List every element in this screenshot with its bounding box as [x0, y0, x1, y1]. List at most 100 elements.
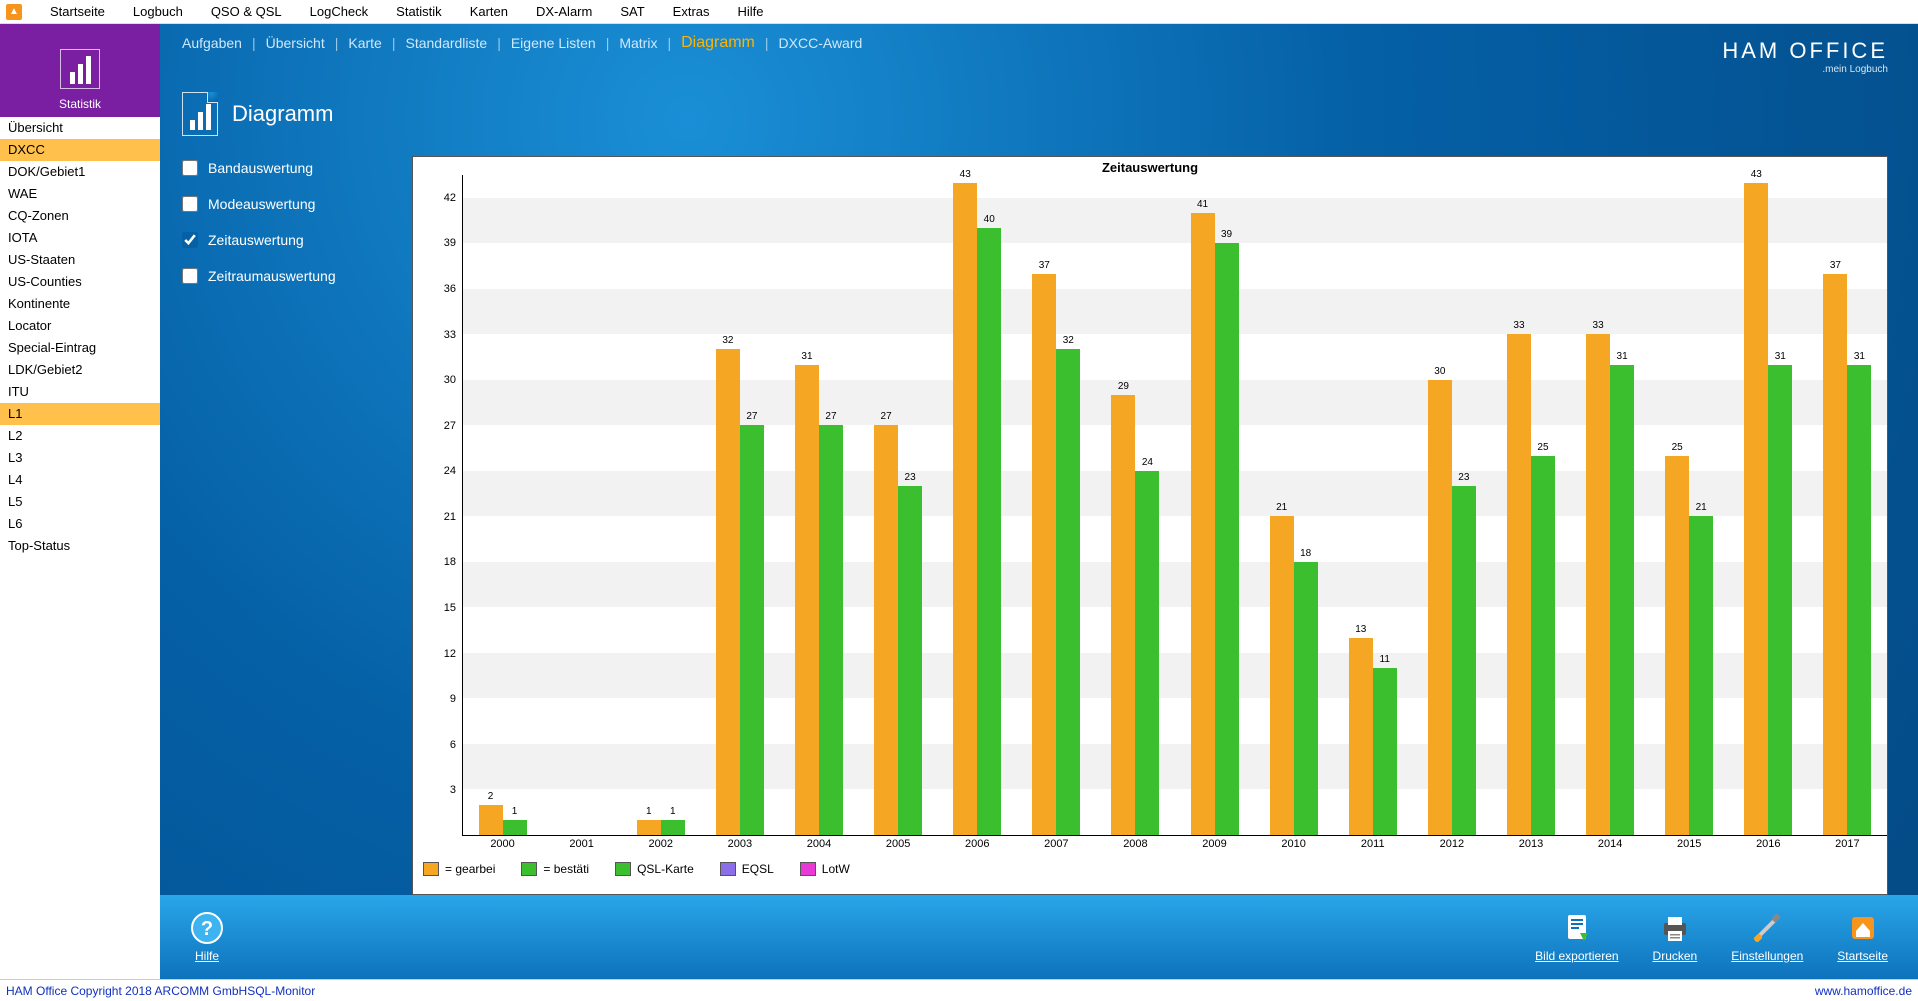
sidebar-item[interactable]: L3	[0, 447, 160, 469]
sidebar-item[interactable]: ITU	[0, 381, 160, 403]
chart-bar[interactable]: 37	[1823, 274, 1847, 835]
toolbar-button-home[interactable]: Startseite	[1837, 911, 1888, 963]
menu-item[interactable]: Karten	[470, 4, 508, 19]
chart-bar[interactable]: 1	[503, 820, 527, 835]
chart-bar[interactable]: 31	[1847, 365, 1871, 835]
sidebar-item[interactable]: DXCC	[0, 139, 160, 161]
chart-bar[interactable]: 25	[1665, 456, 1689, 835]
sidebar-item[interactable]: LDK/Gebiet2	[0, 359, 160, 381]
sidebar-item[interactable]: L5	[0, 491, 160, 513]
menu-item[interactable]: QSO & QSL	[211, 4, 282, 19]
toolbar-button-export[interactable]: Bild exportieren	[1535, 911, 1618, 963]
chart-bar[interactable]: 32	[1056, 349, 1080, 835]
tabs: Aufgaben|Übersicht|Karte|Standardliste|E…	[160, 24, 1918, 52]
filter-option[interactable]: Bandauswertung	[182, 160, 382, 176]
chart-bar[interactable]: 24	[1135, 471, 1159, 835]
toolbar-button-settings[interactable]: Einstellungen	[1731, 911, 1803, 963]
chart-bar[interactable]: 2	[479, 805, 503, 835]
chart-bar[interactable]: 41	[1191, 213, 1215, 835]
menu-item[interactable]: SAT	[620, 4, 644, 19]
tab[interactable]: Standardliste	[405, 35, 487, 51]
statusbar: HAM Office Copyright 2018 ARCOMM GmbHSQL…	[0, 979, 1918, 1001]
chart-title: Zeitauswertung	[413, 157, 1887, 175]
chart-bar[interactable]: 27	[874, 425, 898, 835]
chart-bar[interactable]: 31	[795, 365, 819, 835]
chart-bar[interactable]: 31	[1768, 365, 1792, 835]
tab[interactable]: Karte	[348, 35, 381, 51]
sidebar-item[interactable]: Locator	[0, 315, 160, 337]
chart-bar[interactable]: 29	[1111, 395, 1135, 835]
tab[interactable]: Diagramm	[681, 34, 755, 52]
sidebar-item[interactable]: Top-Status	[0, 535, 160, 557]
chart-bar[interactable]: 43	[1744, 183, 1768, 835]
bar-group: 3227	[700, 175, 779, 835]
chart-bar[interactable]: 27	[740, 425, 764, 835]
page-title: Diagramm	[160, 52, 1918, 156]
filter-checkbox[interactable]	[182, 268, 198, 284]
sidebar-item[interactable]: Übersicht	[0, 117, 160, 139]
chart-bar[interactable]: 21	[1689, 516, 1713, 835]
filter-option[interactable]: Zeitraumauswertung	[182, 268, 382, 284]
sidebar-item[interactable]: L4	[0, 469, 160, 491]
tab[interactable]: Übersicht	[266, 35, 325, 51]
status-link[interactable]: www.hamoffice.de	[1815, 984, 1912, 998]
chart-bar[interactable]: 18	[1294, 562, 1318, 835]
bar-group: 4331	[1729, 175, 1808, 835]
filter-checkbox[interactable]	[182, 232, 198, 248]
brand-title: HAM OFFICE	[1722, 38, 1888, 64]
chart-bar[interactable]: 1	[637, 820, 661, 835]
sidebar-item[interactable]: Kontinente	[0, 293, 160, 315]
sidebar-item[interactable]: DOK/Gebiet1	[0, 161, 160, 183]
tab[interactable]: DXCC-Award	[779, 35, 863, 51]
chart-bar[interactable]: 21	[1270, 516, 1294, 835]
toolbar-button-print[interactable]: Drucken	[1653, 911, 1698, 963]
menu-item[interactable]: Extras	[673, 4, 710, 19]
filter-checkbox[interactable]	[182, 196, 198, 212]
chart-bar[interactable]: 43	[953, 183, 977, 835]
menu-item[interactable]: Logbuch	[133, 4, 183, 19]
x-axis-label: 2003	[700, 836, 779, 858]
filter-checkbox[interactable]	[182, 160, 198, 176]
print-icon	[1658, 911, 1692, 945]
bar-chart-icon	[182, 92, 218, 136]
sidebar-item[interactable]: L2	[0, 425, 160, 447]
sidebar-item[interactable]: CQ-Zonen	[0, 205, 160, 227]
chart-bar[interactable]: 23	[898, 486, 922, 835]
sidebar-item[interactable]: US-Staaten	[0, 249, 160, 271]
filter-option[interactable]: Zeitauswertung	[182, 232, 382, 248]
chart-bar[interactable]: 1	[661, 820, 685, 835]
chart-bar[interactable]: 25	[1531, 456, 1555, 835]
sidebar-item[interactable]: IOTA	[0, 227, 160, 249]
chart-bar[interactable]: 27	[819, 425, 843, 835]
sidebar-item[interactable]: WAE	[0, 183, 160, 205]
sidebar-item[interactable]: L6	[0, 513, 160, 535]
menu-item[interactable]: DX-Alarm	[536, 4, 592, 19]
tab[interactable]: Eigene Listen	[511, 35, 596, 51]
menu-item[interactable]: Startseite	[50, 4, 105, 19]
chart-bar[interactable]: 13	[1349, 638, 1373, 835]
tab[interactable]: Matrix	[619, 35, 657, 51]
chart-bar[interactable]: 32	[716, 349, 740, 835]
menu-item[interactable]: Hilfe	[738, 4, 764, 19]
bar-group: 1311	[1333, 175, 1412, 835]
chart-bar[interactable]: 39	[1215, 243, 1239, 835]
menu-item[interactable]: LogCheck	[310, 4, 369, 19]
chart-bar[interactable]: 11	[1373, 668, 1397, 835]
chart-bar[interactable]: 23	[1452, 486, 1476, 835]
app-icon: ▲	[6, 4, 22, 20]
toolbar-button-help[interactable]: ?Hilfe	[190, 911, 224, 963]
chart-bar[interactable]: 30	[1428, 380, 1452, 835]
sidebar-item[interactable]: Special-Eintrag	[0, 337, 160, 359]
menu-item[interactable]: Statistik	[396, 4, 442, 19]
chart-bar[interactable]: 33	[1507, 334, 1531, 835]
sidebar-item[interactable]: L1	[0, 403, 160, 425]
chart-bar[interactable]: 37	[1032, 274, 1056, 835]
chart-bar[interactable]: 33	[1586, 334, 1610, 835]
x-axis-label: 2002	[621, 836, 700, 858]
sidebar-nav: ÜbersichtDXCCDOK/Gebiet1WAECQ-ZonenIOTAU…	[0, 117, 160, 979]
chart-bar[interactable]: 40	[977, 228, 1001, 835]
sidebar-item[interactable]: US-Counties	[0, 271, 160, 293]
chart-bar[interactable]: 31	[1610, 365, 1634, 835]
filter-option[interactable]: Modeauswertung	[182, 196, 382, 212]
tab[interactable]: Aufgaben	[182, 35, 242, 51]
